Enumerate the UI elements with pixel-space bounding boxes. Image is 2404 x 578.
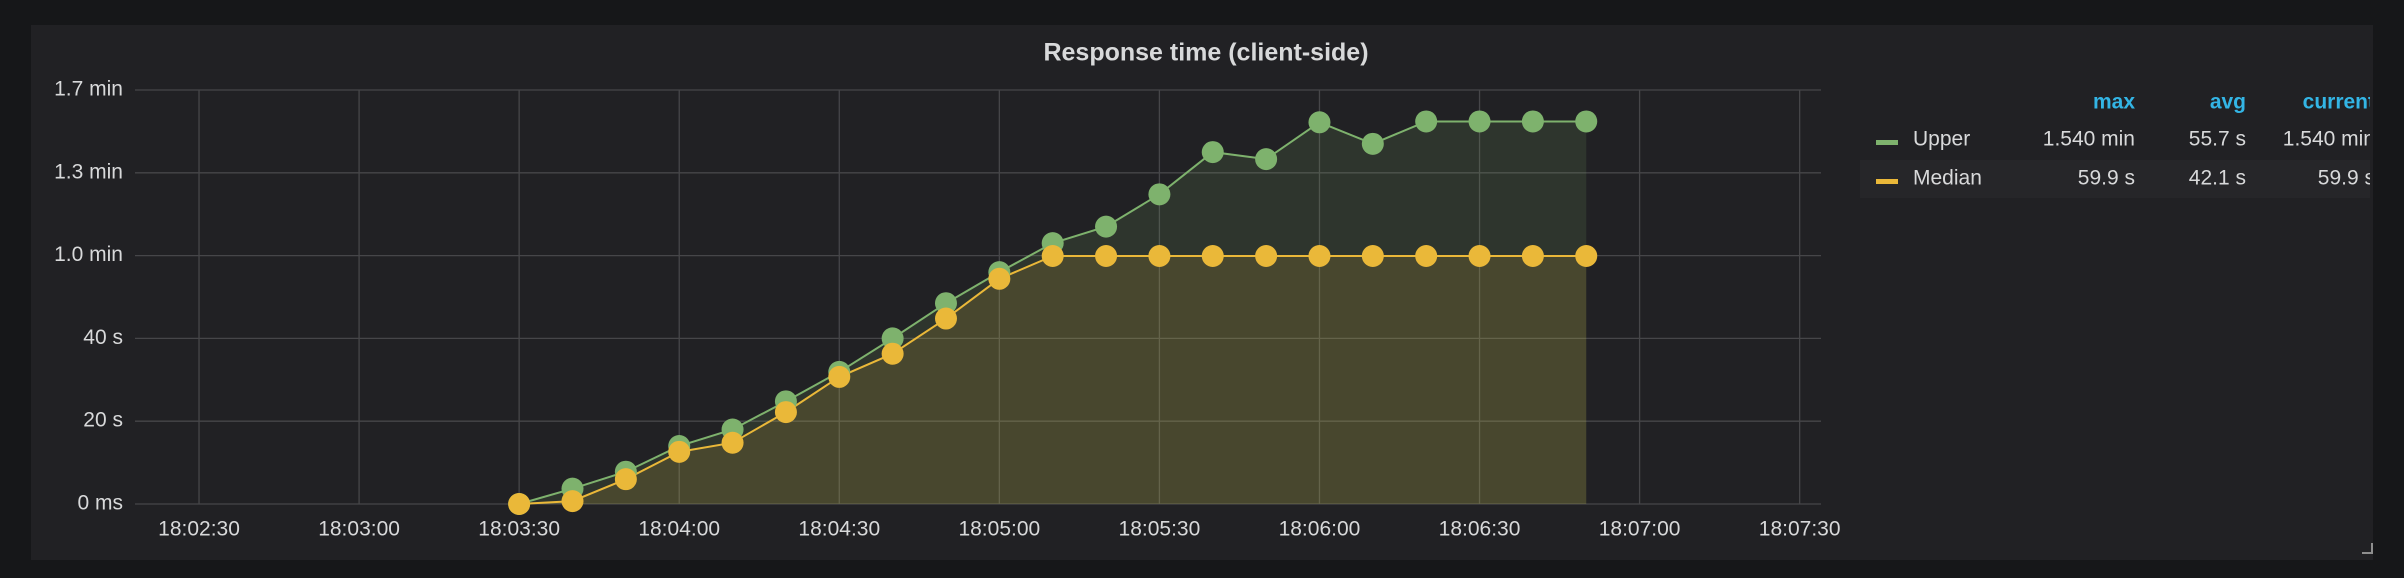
point <box>934 307 957 330</box>
resize-handle[interactable] <box>2362 543 2373 554</box>
legend-header: current <box>2303 91 2375 114</box>
y-tick-label: 1.7 min <box>54 78 123 101</box>
point <box>614 468 637 491</box>
point <box>1308 245 1331 268</box>
point <box>1415 245 1438 268</box>
point <box>508 493 531 515</box>
y-tick-label: 40 s <box>83 326 123 349</box>
x-tick-label: 18:06:00 <box>1279 518 1361 541</box>
point <box>934 292 957 315</box>
legend: max avg current Upper 1.540 min 55.7 s 1.540 m… <box>1860 91 2375 198</box>
point <box>881 342 904 365</box>
point <box>1201 141 1224 164</box>
y-tick-label: 1.0 min <box>54 243 123 266</box>
point <box>721 431 744 454</box>
point <box>1415 110 1438 133</box>
point <box>1148 183 1171 206</box>
x-tick-label: 18:07:00 <box>1599 518 1681 541</box>
legend-stat: 59.9 s <box>2078 167 2135 190</box>
point <box>1521 110 1544 133</box>
legend-stat: 59.9 s <box>2318 167 2375 190</box>
point <box>1575 245 1598 268</box>
legend-header: max <box>2093 91 2135 114</box>
y-tick-label: 20 s <box>83 409 123 432</box>
x-tick-label: 18:04:00 <box>638 518 720 541</box>
point <box>1095 215 1118 238</box>
point <box>1468 110 1491 133</box>
point <box>1468 245 1491 268</box>
legend-row-bg <box>1860 160 2370 198</box>
x-tick-label: 18:04:30 <box>798 518 880 541</box>
x-tick-label: 18:03:30 <box>478 518 560 541</box>
y-tick-label: 1.3 min <box>54 160 123 183</box>
legend-row-bg <box>1860 121 2370 159</box>
point <box>1095 245 1118 268</box>
legend-stat: 42.1 s <box>2189 167 2246 190</box>
point <box>1041 245 1064 268</box>
legend-name: Median <box>1913 167 1982 190</box>
legend-stat: 1.540 min <box>2043 128 2135 151</box>
point <box>828 365 851 388</box>
point <box>1255 245 1278 268</box>
x-tick-label: 18:05:00 <box>958 518 1040 541</box>
point <box>668 440 691 463</box>
point <box>1201 245 1224 268</box>
panel <box>31 25 2373 560</box>
point <box>1361 132 1384 155</box>
point <box>1148 245 1171 268</box>
x-tick-label: 18:07:30 <box>1759 518 1841 541</box>
point <box>1308 111 1331 134</box>
x-tick-label: 18:03:00 <box>318 518 400 541</box>
legend-header: avg <box>2210 91 2246 114</box>
point <box>1521 245 1544 268</box>
point <box>881 327 904 350</box>
point <box>774 401 797 424</box>
panel-title: Response time (client-side) <box>1043 39 1368 67</box>
point <box>1255 148 1278 171</box>
legend-stat: 55.7 s <box>2189 128 2246 151</box>
area <box>519 256 1587 504</box>
x-tick-label: 18:06:30 <box>1439 518 1521 541</box>
y-tick-label: 0 ms <box>77 492 123 515</box>
point <box>988 267 1011 290</box>
point <box>1361 245 1384 268</box>
point <box>561 490 584 513</box>
legend-swatch <box>1876 140 1898 145</box>
legend-stat: 1.540 min <box>2283 128 2375 151</box>
x-tick-label: 18:02:30 <box>158 518 240 541</box>
legend-swatch <box>1876 179 1898 184</box>
legend-name: Upper <box>1913 128 1970 151</box>
point <box>1575 110 1598 133</box>
x-tick-label: 18:05:30 <box>1119 518 1201 541</box>
